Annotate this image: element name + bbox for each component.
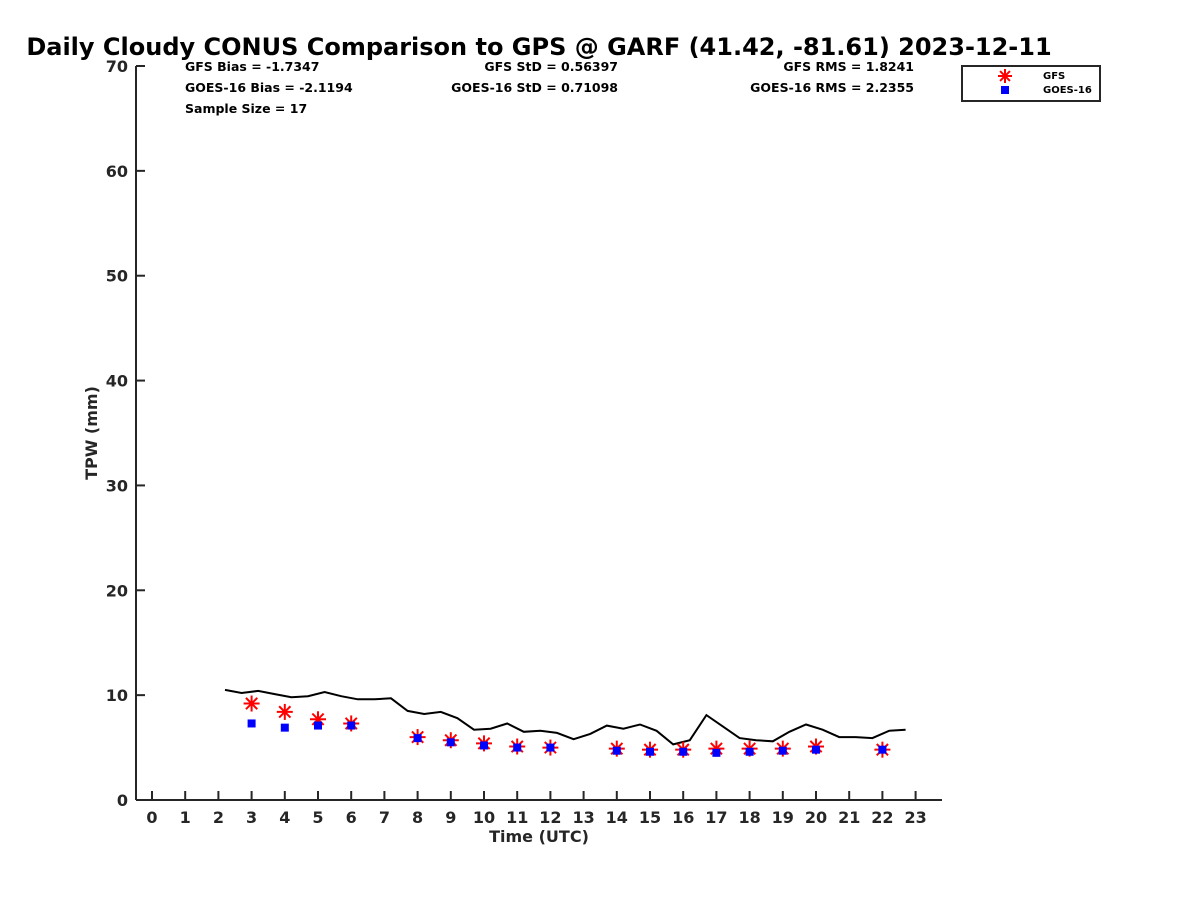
x-tick-label: 9: [445, 808, 456, 827]
y-tick-label: 60: [106, 162, 128, 181]
goes-point: [712, 748, 721, 757]
y-tick-label: 70: [106, 57, 128, 76]
gfs-point: [276, 703, 293, 720]
x-tick-label: 2: [213, 808, 224, 827]
gfs-std-stat: GFS StD = 0.56397: [484, 59, 618, 74]
goes-bias-stat: GOES-16 Bias = -2.1194: [185, 80, 353, 95]
gfs-series: [243, 695, 891, 758]
x-tick-label: 12: [539, 808, 561, 827]
legend-gfs-marker: [998, 69, 1012, 83]
sample-size-stat: Sample Size = 17: [185, 101, 307, 116]
y-tick-label: 10: [106, 686, 128, 705]
goes-point: [480, 741, 488, 750]
gps-series: [224, 688, 906, 746]
gfs-point: [243, 695, 260, 712]
x-tick-label: 23: [904, 808, 926, 827]
goes-point: [812, 745, 820, 754]
x-tick-label: 14: [606, 808, 628, 827]
chart-title: Daily Cloudy CONUS Comparison to GPS @ G…: [26, 33, 1051, 61]
goes-point: [347, 721, 356, 730]
goes-series: [247, 719, 887, 757]
x-tick-label: 4: [279, 808, 290, 827]
goes-point: [446, 738, 455, 747]
gps-line: [224, 688, 906, 746]
x-tick-label: 6: [346, 808, 357, 827]
y-tick-label: 30: [106, 476, 128, 495]
x-tick-label: 8: [412, 808, 423, 827]
goes-point: [612, 746, 621, 755]
x-tick-label: 10: [473, 808, 495, 827]
x-tick-label: 22: [871, 808, 893, 827]
goes-point: [778, 746, 787, 755]
legend-goes-marker: [1001, 86, 1009, 94]
x-tick-label: 20: [805, 808, 827, 827]
goes-point: [513, 743, 522, 752]
x-tick-label: 3: [246, 808, 257, 827]
x-tick-label: 13: [572, 808, 594, 827]
goes-point: [878, 745, 887, 754]
y-axis-label: TPW (mm): [82, 386, 101, 480]
y-tick-label: 0: [117, 791, 128, 810]
x-tick-label: 7: [379, 808, 390, 827]
goes-point: [247, 719, 256, 728]
x-tick-label: 16: [672, 808, 694, 827]
y-tick-label: 40: [106, 372, 128, 391]
x-tick-label: 18: [738, 808, 760, 827]
x-axis-label: Time (UTC): [489, 827, 589, 846]
goes-point: [314, 721, 322, 730]
legend-gfs-label: GFS: [1043, 71, 1065, 82]
x-tick-label: 15: [639, 808, 661, 827]
goes-point: [280, 723, 289, 732]
x-tick-label: 1: [180, 808, 191, 827]
goes-point: [546, 743, 555, 752]
goes-point: [413, 734, 422, 743]
y-tick-label: 20: [106, 581, 128, 600]
goes-point: [679, 747, 688, 756]
goes-point: [745, 747, 754, 756]
legend-box: [961, 65, 1101, 102]
legend-goes-label: GOES-16: [1043, 85, 1092, 96]
goes-std-stat: GOES-16 StD = 0.71098: [451, 80, 618, 95]
gfs-rms-stat: GFS RMS = 1.8241: [783, 59, 914, 74]
stats-block: GFS Bias = -1.7347 GOES-16 Bias = -2.119…: [185, 59, 914, 116]
legend-gfs-asterisk: [998, 69, 1012, 83]
x-tick-label: 21: [838, 808, 860, 827]
y-tick-label: 50: [106, 267, 128, 286]
x-tick-label: 5: [312, 808, 323, 827]
goes-point: [646, 747, 654, 756]
goes-rms-stat: GOES-16 RMS = 2.2355: [750, 80, 914, 95]
x-tick-label: 11: [506, 808, 528, 827]
x-tick-label: 19: [772, 808, 794, 827]
x-tick-label: 17: [705, 808, 727, 827]
gfs-bias-stat: GFS Bias = -1.7347: [185, 59, 319, 74]
legend: GFS GOES-16: [961, 65, 1101, 102]
x-tick-label: 0: [146, 808, 157, 827]
